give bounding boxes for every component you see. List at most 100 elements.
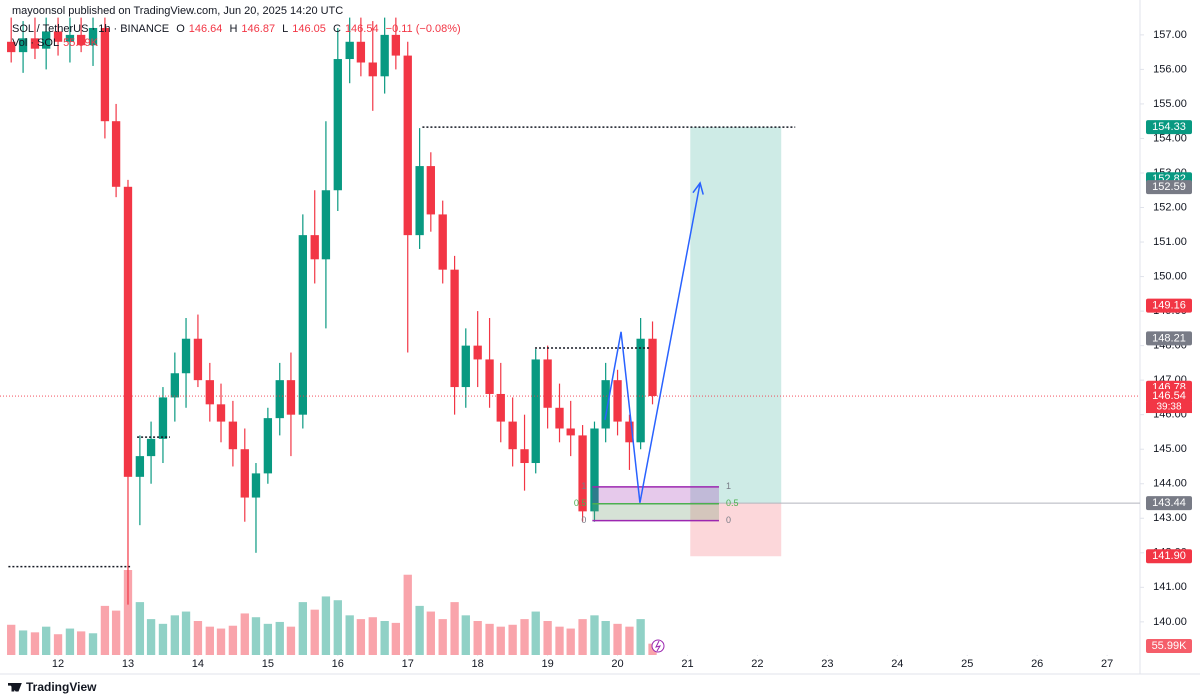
price-label: 149.16: [1152, 299, 1186, 311]
volume-title: Vol · SOL: [12, 37, 60, 49]
price-label-box: [1146, 549, 1192, 564]
candle-body: [380, 34, 389, 77]
volume-bar: [298, 602, 307, 655]
volume-bar: [625, 626, 634, 655]
candle-body: [438, 214, 447, 270]
volume-bar: [216, 628, 226, 655]
price-label: 141.90: [1152, 550, 1186, 562]
fib-label: 0: [581, 515, 586, 525]
x-tick-label: 13: [122, 658, 134, 670]
candle-body: [555, 407, 564, 429]
volume-bar: [135, 602, 145, 655]
price-label-box: [1146, 389, 1192, 404]
volume-bar: [496, 626, 505, 655]
y-tick-label: 157.00: [1153, 29, 1187, 41]
volume-bar: [30, 632, 40, 655]
candle-body: [170, 373, 180, 398]
volume-bar: [508, 624, 517, 655]
volume-bar: [310, 609, 319, 655]
candle-body: [205, 380, 214, 405]
candle-body: [508, 421, 517, 450]
stop-zone: [690, 503, 782, 557]
y-tick-label: 154.00: [1153, 132, 1187, 144]
volume-bar: [415, 605, 424, 655]
price-label: 152.59: [1152, 181, 1186, 193]
volume-bar: [228, 625, 238, 655]
fib-label: 0.5: [574, 498, 587, 508]
candle-body: [531, 359, 540, 464]
price-label: 146.54: [1152, 390, 1186, 402]
volume-bar: [601, 621, 610, 655]
x-tick-label: 25: [961, 658, 973, 670]
candle-body: [263, 418, 273, 474]
y-tick-label: 155.00: [1153, 98, 1187, 110]
x-tick-label: 17: [402, 658, 414, 670]
brand: TradingView: [26, 680, 97, 694]
candle-body: [415, 166, 424, 236]
candle-body: [578, 435, 587, 512]
volume-bar: [578, 619, 587, 655]
volume-bar: [485, 623, 494, 655]
candle-body: [216, 404, 226, 422]
countdown: 39:38: [1156, 402, 1181, 413]
candle-body: [228, 421, 238, 450]
price-label: 154.33: [1152, 121, 1186, 133]
candle-body: [566, 428, 575, 436]
candle-body: [146, 438, 156, 457]
candle-body: [520, 449, 529, 464]
candle-body: [251, 473, 261, 498]
y-tick-label: 152.00: [1153, 201, 1187, 213]
volume-bar: [158, 623, 168, 655]
ohlc-label: H: [229, 23, 238, 35]
candle-body: [158, 397, 168, 439]
volume-bar: [613, 623, 622, 655]
candle-body: [461, 345, 470, 388]
candle-body: [111, 121, 121, 187]
volume-bar: [566, 628, 575, 655]
volume-bar: [345, 615, 354, 655]
candle-body: [100, 27, 110, 122]
candle-body: [345, 41, 354, 60]
x-tick-label: 27: [1101, 658, 1113, 670]
volume-bar: [333, 600, 342, 655]
y-tick-label: 145.00: [1153, 443, 1187, 455]
ohlc-value: 146.05: [292, 23, 326, 35]
volume-bar: [555, 626, 564, 655]
y-tick-label: 156.00: [1153, 63, 1187, 75]
candle-body: [65, 34, 75, 42]
volume-bar: [450, 602, 459, 655]
volume-bar: [100, 605, 110, 655]
volume-bar: [473, 621, 482, 655]
x-tick-label: 14: [192, 658, 204, 670]
volume-bar: [170, 615, 180, 655]
volume-bar: [391, 622, 401, 655]
x-tick-label: 18: [472, 658, 484, 670]
volume-bar: [543, 621, 552, 655]
volume-bar: [251, 617, 261, 655]
candle-body: [7, 41, 16, 53]
fib-label: 1: [726, 481, 731, 491]
candle-body: [391, 34, 401, 56]
fib-label: 1: [581, 481, 586, 491]
publisher-line: mayoonsol published on TradingView.com, …: [12, 5, 347, 17]
volume-label: 55.99K: [1152, 640, 1188, 652]
volume-bar: [76, 631, 86, 655]
volume-bar: [263, 623, 273, 655]
x-tick-label: 20: [611, 658, 623, 670]
candle-body: [88, 27, 98, 46]
x-tick-label: 22: [751, 658, 763, 670]
volume-bar: [193, 621, 203, 655]
volume-value: 55.99K: [63, 37, 98, 49]
event-icon-bolt: [655, 640, 662, 652]
volume-bar: [356, 619, 366, 655]
volume-bar: [636, 619, 645, 655]
symbol: SOL / TetherUS · 1h · BINANCE: [12, 23, 170, 35]
ohlc-label: C: [332, 23, 341, 35]
y-tick-label: 151.00: [1153, 236, 1187, 248]
fib-label: 0.5: [726, 498, 739, 508]
volume-bar: [53, 634, 63, 655]
candle-body: [368, 62, 377, 77]
